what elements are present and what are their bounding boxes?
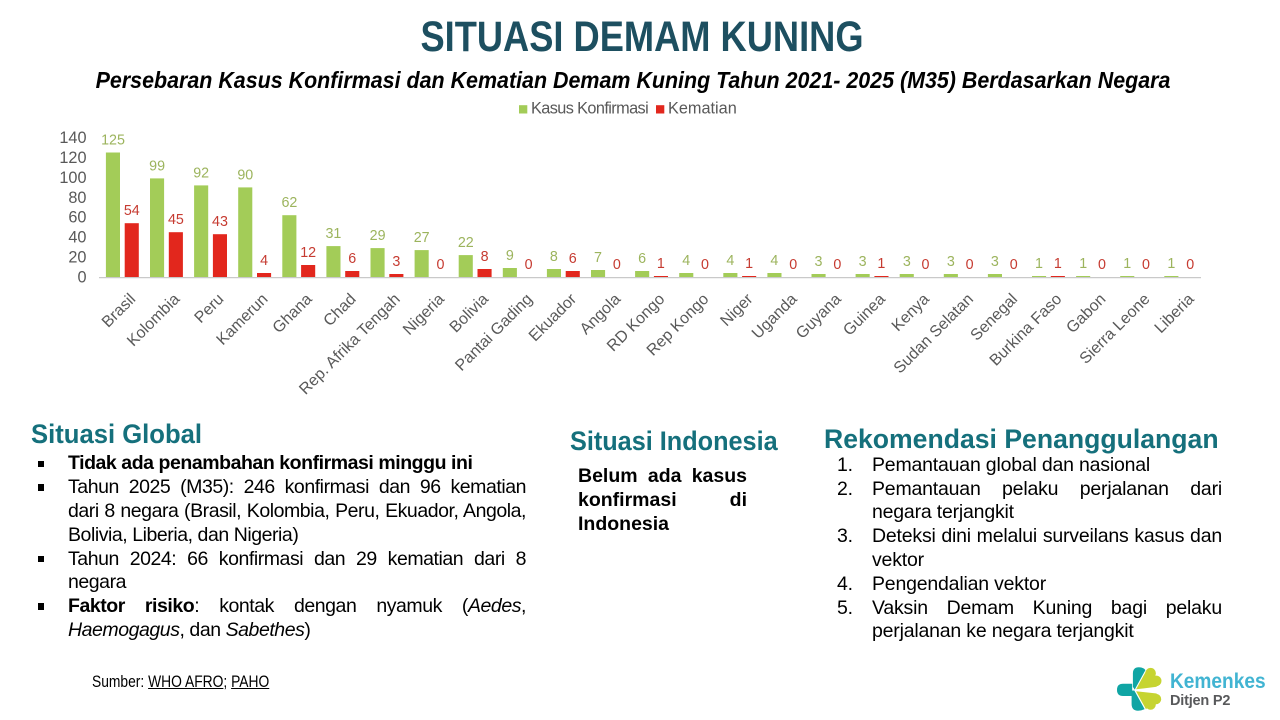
svg-text:0: 0 — [525, 257, 533, 273]
svg-text:62: 62 — [281, 195, 297, 211]
svg-text:125: 125 — [101, 133, 125, 149]
svg-text:0: 0 — [966, 257, 974, 273]
svg-text:29: 29 — [370, 228, 386, 244]
svg-text:0: 0 — [833, 257, 841, 273]
svg-text:1: 1 — [745, 256, 753, 272]
svg-text:43: 43 — [212, 214, 228, 230]
svg-text:0: 0 — [922, 257, 930, 273]
svg-text:1: 1 — [657, 256, 665, 272]
svg-text:100: 100 — [59, 169, 86, 187]
svg-text:Ekuador: Ekuador — [526, 290, 581, 345]
svg-text:31: 31 — [325, 226, 341, 242]
svg-text:60: 60 — [68, 209, 86, 227]
svg-text:Pantai Gading: Pantai Gading — [452, 291, 536, 375]
svg-text:3: 3 — [815, 254, 823, 270]
svg-text:Ghana: Ghana — [270, 291, 316, 337]
svg-text:45: 45 — [168, 212, 184, 228]
svg-text:1: 1 — [877, 256, 885, 272]
svg-text:40: 40 — [68, 229, 86, 247]
svg-text:Uganda: Uganda — [749, 291, 801, 343]
svg-text:4: 4 — [726, 253, 734, 269]
svg-text:9: 9 — [506, 248, 514, 264]
svg-text:0: 0 — [613, 257, 621, 273]
svg-text:1: 1 — [1167, 256, 1175, 272]
svg-text:8: 8 — [481, 249, 489, 265]
svg-text:0: 0 — [1098, 257, 1106, 273]
svg-text:Niger: Niger — [717, 290, 757, 330]
svg-text:7: 7 — [594, 250, 602, 266]
svg-text:3: 3 — [903, 254, 911, 270]
svg-text:54: 54 — [124, 203, 140, 219]
svg-text:Sudan Selatan: Sudan Selatan — [891, 291, 977, 377]
svg-text:0: 0 — [789, 257, 797, 273]
svg-text:90: 90 — [237, 167, 253, 183]
svg-text:0: 0 — [1186, 257, 1194, 273]
svg-text:1: 1 — [1079, 256, 1087, 272]
svg-text:8: 8 — [550, 249, 558, 265]
svg-text:Peru: Peru — [192, 291, 228, 327]
svg-text:6: 6 — [569, 251, 577, 267]
svg-text:6: 6 — [348, 251, 356, 267]
svg-text:120: 120 — [59, 149, 86, 167]
svg-text:4: 4 — [260, 253, 268, 269]
svg-text:1: 1 — [1123, 256, 1131, 272]
svg-text:0: 0 — [77, 269, 86, 287]
svg-text:3: 3 — [859, 254, 867, 270]
svg-text:Liberia: Liberia — [1152, 291, 1198, 337]
svg-text:4: 4 — [770, 253, 778, 269]
svg-text:Kasus Konfirmasi: Kasus Konfirmasi — [531, 100, 648, 118]
svg-text:0: 0 — [437, 257, 445, 273]
svg-text:6: 6 — [638, 251, 646, 267]
svg-text:Guinea: Guinea — [840, 291, 889, 340]
svg-text:20: 20 — [68, 249, 86, 267]
svg-text:Kematian: Kematian — [668, 100, 737, 118]
svg-text:1: 1 — [1035, 256, 1043, 272]
svg-text:99: 99 — [149, 158, 165, 174]
svg-text:Guyana: Guyana — [793, 291, 845, 343]
svg-text:12: 12 — [300, 245, 316, 261]
svg-text:3: 3 — [947, 254, 955, 270]
svg-text:22: 22 — [458, 235, 474, 251]
svg-text:4: 4 — [682, 253, 690, 269]
svg-text:0: 0 — [1142, 257, 1150, 273]
svg-text:140: 140 — [59, 129, 86, 147]
svg-text:Brasil: Brasil — [99, 291, 139, 331]
svg-text:1: 1 — [1054, 256, 1062, 272]
svg-text:0: 0 — [1010, 257, 1018, 273]
svg-text:3: 3 — [392, 254, 400, 270]
svg-text:92: 92 — [193, 165, 209, 181]
svg-text:80: 80 — [68, 189, 86, 207]
svg-text:0: 0 — [701, 257, 709, 273]
svg-text:Chad: Chad — [321, 291, 360, 330]
svg-text:27: 27 — [414, 230, 430, 246]
svg-text:Nigeria: Nigeria — [400, 291, 448, 339]
svg-text:3: 3 — [991, 254, 999, 270]
